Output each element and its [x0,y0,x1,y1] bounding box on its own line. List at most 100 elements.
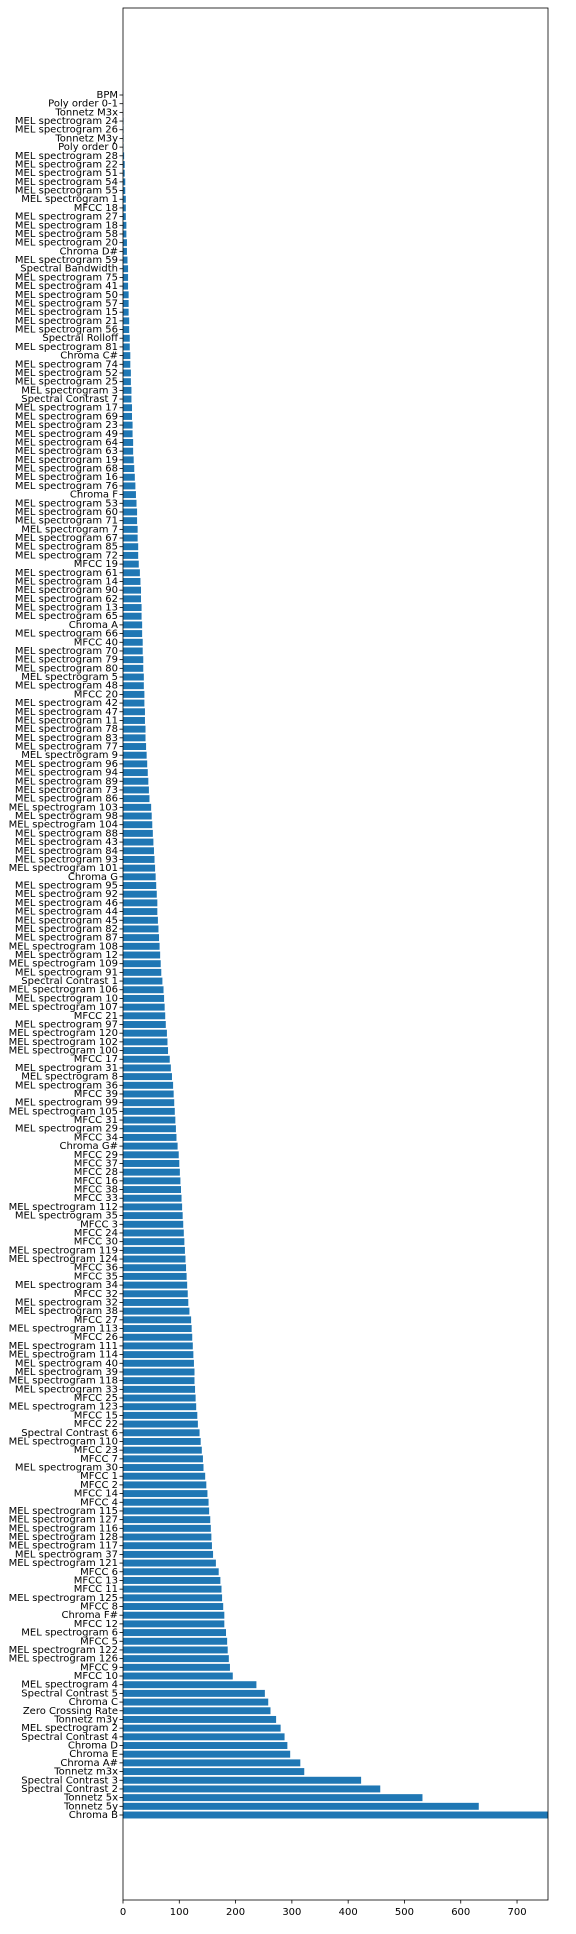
bar [123,1429,200,1437]
y-tick-label: MEL spectrogram 4 [21,1680,118,1691]
y-tick-label: MFCC 15 [74,1410,118,1421]
bar [123,1533,212,1541]
y-tick-label: MFCC 18 [74,203,118,214]
bar [123,656,144,664]
bar [123,1081,174,1089]
x-tick-label: 0 [120,1907,126,1918]
bar [123,1464,204,1471]
y-tick-label: MFCC 34 [74,1132,118,1143]
bar [123,230,127,238]
bar [123,803,152,811]
y-tick-label: MEL spectrogram 123 [9,1402,118,1413]
bar [123,951,161,959]
y-tick-label: MEL spectrogram 42 [15,698,118,709]
y-tick-label: MEL spectrogram 61 [15,568,118,579]
bar [123,1246,185,1254]
bar [123,1759,301,1767]
bar [123,1220,184,1228]
bar [123,282,129,290]
y-tick-label: MEL spectrogram 23 [15,420,118,431]
bar [123,1437,201,1445]
y-tick-label: MEL spectrogram 86 [15,794,118,805]
bar [123,1594,223,1602]
y-tick-label: MEL spectrogram 116 [9,1523,118,1534]
bar [123,412,133,420]
bar [123,960,161,968]
y-tick-label: Tonnetz 5x [63,1793,118,1804]
bar [123,1229,184,1237]
bar [123,829,153,837]
bar [123,716,145,724]
y-tick-label: MEL spectrogram 2 [21,1723,118,1734]
bar [123,473,135,481]
y-tick-label: MFCC 6 [80,1567,118,1578]
y-tick-label: MFCC 7 [80,1454,118,1465]
y-tick-label: MFCC 27 [74,1315,118,1326]
bar [123,1090,174,1098]
bar [123,795,150,803]
bar [123,1490,208,1498]
bar [123,560,139,568]
y-tick-label: MEL spectrogram 39 [15,1367,118,1378]
y-tick-label: MFCC 10 [74,1671,118,1682]
bar [123,1568,219,1576]
y-tick-label: MEL spectrogram 55 [15,186,118,197]
y-tick-label: BPM [96,90,118,101]
bar [123,1003,165,1011]
bar [123,1290,188,1298]
y-tick-label: Spectral Bandwidth [20,264,118,275]
bar [123,1160,180,1167]
bar [123,1194,182,1202]
bar [123,968,162,976]
bar [123,1359,194,1367]
bar [123,1255,186,1263]
x-tick-label: 600 [451,1907,470,1918]
y-tick-label: MEL spectrogram 31 [15,1063,118,1074]
y-tick-label: MEL spectrogram 52 [15,368,118,379]
bar [123,386,132,394]
bar [123,1307,190,1315]
bar [123,1316,192,1324]
y-tick-label: MEL spectrogram 14 [15,576,118,587]
y-tick-label: MEL spectrogram 49 [15,429,118,440]
y-tick-label: MEL spectrogram 100 [9,1046,118,1057]
bar [123,1238,185,1246]
y-tick-label: MEL spectrogram 92 [15,889,118,900]
bar [123,986,164,994]
y-tick-label: Chroma C [69,1697,118,1708]
y-tick-label: MEL spectrogram 35 [15,1211,118,1222]
y-tick-label: MEL spectrogram 1 [21,194,118,205]
y-tick-label: MEL spectrogram 95 [15,881,118,892]
y-tick-label: MEL spectrogram 102 [9,1037,118,1048]
bar [123,1620,225,1628]
y-tick-label: MEL spectrogram 5 [21,672,118,683]
bar [123,1342,193,1350]
y-tick-label: MFCC 5 [80,1636,118,1647]
y-tick-label: MEL spectrogram 125 [9,1593,118,1604]
y-tick-label: MEL spectrogram 51 [15,168,118,179]
y-tick-label: MFCC 1 [80,1471,118,1482]
y-tick-label: MEL spectrogram 26 [15,125,118,136]
y-tick-label: MEL spectrogram 105 [9,1106,118,1117]
y-tick-label: MFCC 35 [74,1271,118,1282]
y-tick-label: MFCC 39 [74,1089,118,1100]
bar [123,595,142,603]
bar [123,673,144,681]
y-tick-label: MEL spectrogram 29 [15,1124,118,1135]
y-tick-label: MFCC 20 [74,689,118,700]
bar [123,1073,172,1081]
y-tick-label: MEL spectrogram 96 [15,759,118,770]
bar [123,430,133,438]
bar [123,708,145,716]
bar [123,1811,548,1819]
y-tick-label: MEL spectrogram 89 [15,776,118,787]
y-tick-label: Tonnetz 5y [63,1801,118,1812]
bar [123,378,131,386]
y-tick-label: MEL spectrogram 40 [15,1358,118,1369]
y-tick-label: MEL spectrogram 22 [15,159,118,170]
y-tick-label: Chroma D [68,1741,118,1752]
bar [123,1689,265,1697]
y-tick-label: MFCC 24 [74,1228,118,1239]
y-tick-label: Chroma G# [59,1141,118,1152]
y-tick-label: MEL spectrogram 111 [9,1341,118,1352]
